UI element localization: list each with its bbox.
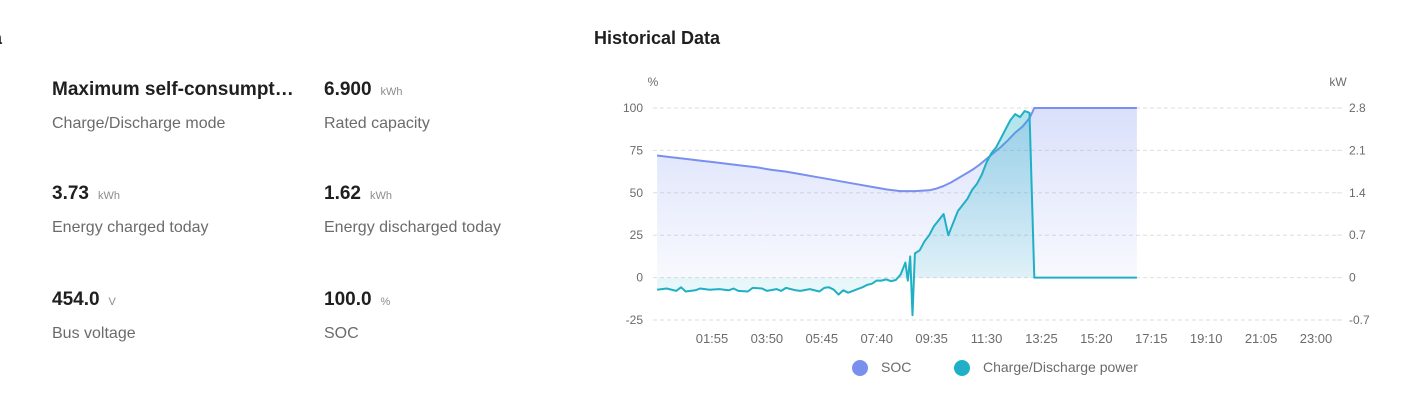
metric-value: 3.73	[52, 183, 89, 204]
metric-energy-discharged-today: 1.62 kWh Energy discharged today	[324, 183, 501, 237]
soc-area	[657, 108, 1137, 278]
x-tick-label: 17:15	[1135, 331, 1168, 346]
metric-bus-voltage: 454.0 V Bus voltage	[52, 289, 136, 343]
metric-label: Rated capacity	[324, 115, 430, 132]
x-tick-label: 11:30	[971, 331, 1003, 346]
y-right-tick-label: -0.7	[1349, 313, 1370, 327]
y-left-tick-label: 25	[630, 228, 644, 242]
metric-label: Energy charged today	[52, 219, 209, 236]
metric-soc: 100.0 % SOC	[324, 289, 390, 343]
y-right-tick-label: 1.4	[1349, 186, 1366, 200]
metric-unit: kWh	[369, 190, 392, 202]
y-right-tick-label: 0	[1349, 271, 1356, 285]
x-tick-label: 19:10	[1190, 331, 1223, 346]
y-right-tick-label: 2.1	[1349, 143, 1366, 157]
metric-value: 6.900	[324, 79, 372, 100]
metric-unit: V	[108, 296, 116, 308]
x-tick-label: 13:25	[1025, 331, 1058, 346]
y-right-tick-label: 2.8	[1349, 101, 1366, 115]
metric-label: Charge/Discharge mode	[52, 115, 226, 132]
x-tick-label: 15:20	[1080, 331, 1113, 346]
x-tick-label: 07:40	[860, 331, 893, 346]
metric-value: Maximum self-consumption	[52, 79, 294, 100]
metric-energy-charged-today: 3.73 kWh Energy charged today	[52, 183, 209, 237]
y-right-tick-label: 0.7	[1349, 228, 1366, 242]
chart-axes: 100 2.8 75 2.1 50 1.4 25 0.7 0 0 -25 -0.7% kW 01:55 03…	[623, 75, 1370, 346]
y-right-unit: kW	[1329, 75, 1347, 89]
power-area	[657, 111, 1137, 316]
x-tick-label: 21:05	[1245, 331, 1278, 346]
x-tick-label: 09:35	[915, 331, 948, 346]
y-left-tick-label: -25	[626, 313, 644, 327]
realtime-data-title: ta	[0, 28, 2, 49]
chart-series	[656, 107, 1137, 317]
legend-marker[interactable]	[954, 360, 970, 376]
metric-charge-discharge-mode: Maximum self-consumption Charge/Discharg…	[52, 79, 294, 133]
x-tick-label: 23:00	[1300, 331, 1333, 346]
metric-label: Energy discharged today	[324, 219, 501, 236]
y-left-tick-label: 50	[630, 186, 644, 200]
metric-value: 100.0	[324, 289, 372, 310]
y-left-tick-label: 0	[636, 271, 643, 285]
metric-label: SOC	[324, 325, 359, 342]
y-left-tick-label: 100	[623, 101, 643, 115]
historical-data-title: Historical Data	[594, 28, 721, 48]
metric-rated-capacity: 6.900 kWh Rated capacity	[324, 79, 430, 133]
historical-data-chart[interactable]: 100 2.8 75 2.1 50 1.4 25 0.7 0 0 -25 -0.7% kW 01:55 03…	[600, 62, 1400, 402]
metric-label: Bus voltage	[52, 325, 136, 342]
metric-unit: kWh	[97, 190, 120, 202]
power-line	[656, 110, 1137, 317]
chart-legend[interactable]: SOC Charge/Discharge power	[852, 359, 1138, 376]
x-tick-label: 03:50	[751, 331, 784, 346]
legend-marker[interactable]	[852, 360, 868, 376]
metric-value: 454.0	[52, 289, 100, 310]
metric-value: 1.62	[324, 183, 361, 204]
metric-unit: kWh	[380, 86, 403, 98]
legend-label[interactable]: Charge/Discharge power	[983, 359, 1138, 375]
x-tick-label: 05:45	[806, 331, 839, 346]
y-left-unit: %	[648, 75, 659, 89]
x-tick-label: 01:55	[696, 331, 729, 346]
metric-unit: %	[380, 296, 391, 308]
y-left-tick-label: 75	[630, 143, 644, 157]
legend-label[interactable]: SOC	[881, 359, 911, 375]
